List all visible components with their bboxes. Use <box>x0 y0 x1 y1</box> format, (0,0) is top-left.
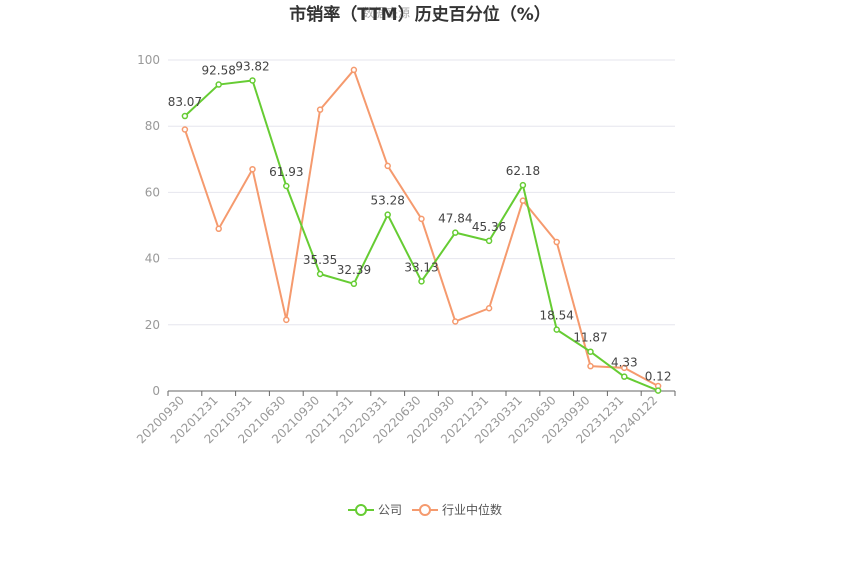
data-point <box>249 77 256 84</box>
data-point <box>215 81 222 88</box>
legend-label: 行业中位数 <box>442 502 502 517</box>
data-point <box>452 229 459 236</box>
data-point <box>316 270 324 278</box>
y-tick-label: 100 <box>137 53 160 67</box>
data-point <box>418 215 425 223</box>
data-label: 18.54 <box>540 309 574 323</box>
data-point <box>621 364 628 372</box>
grid-lines <box>168 59 675 326</box>
legend-item-1[interactable]: 行业中位数 <box>412 502 502 517</box>
data-point <box>553 238 560 246</box>
data-point <box>452 318 459 325</box>
data-point <box>316 106 324 113</box>
y-tick-label: 0 <box>152 384 160 398</box>
data-label: 47.84 <box>438 212 472 226</box>
data-label: 11.87 <box>573 331 607 345</box>
legend-marker <box>355 504 367 516</box>
data-label: 61.93 <box>269 165 303 179</box>
data-label: 83.07 <box>168 95 202 109</box>
data-label: 92.58 <box>202 64 236 78</box>
data-point <box>418 278 425 285</box>
data-point <box>249 165 256 173</box>
data-point <box>587 348 594 355</box>
data-point <box>519 197 527 204</box>
data-point <box>215 225 222 233</box>
data-point <box>553 326 560 333</box>
data-point <box>384 162 391 170</box>
data-point <box>485 237 493 245</box>
data-label: 45.36 <box>472 220 506 234</box>
y-tick-label: 40 <box>145 252 160 266</box>
data-point <box>350 66 358 74</box>
y-tick-label: 60 <box>145 185 160 199</box>
data-point <box>350 280 358 288</box>
data-label: 33.13 <box>404 260 438 274</box>
data-point <box>587 362 594 370</box>
data-label: 0.12 <box>645 370 672 384</box>
data-point <box>654 387 662 394</box>
legend-label: 公司 <box>378 503 402 517</box>
y-tick-label: 80 <box>145 119 160 133</box>
data-point <box>181 112 189 120</box>
legend[interactable]: 公司 行业中位数 <box>348 502 502 517</box>
data-point <box>384 211 391 218</box>
data-label: 93.82 <box>235 59 269 73</box>
legend-marker <box>419 504 431 516</box>
data-label: 32.39 <box>337 263 371 277</box>
data-label: 62.18 <box>506 164 540 178</box>
series-lines <box>181 66 662 394</box>
data-point <box>485 305 493 312</box>
data-point <box>283 316 290 324</box>
watermark-text: 数据来源 <box>362 5 410 20</box>
data-label: 4.33 <box>611 356 638 370</box>
data-label: 35.35 <box>303 253 337 267</box>
data-point <box>519 181 527 189</box>
data-point <box>621 373 628 380</box>
data-point <box>283 182 290 190</box>
y-tick-label: 20 <box>145 318 160 332</box>
legend-item-0[interactable]: 公司 <box>348 503 402 517</box>
chart-title: 市销率（TTM）历史百分位（%） <box>289 4 551 25</box>
data-label: 53.28 <box>371 194 405 208</box>
data-point <box>181 126 189 133</box>
